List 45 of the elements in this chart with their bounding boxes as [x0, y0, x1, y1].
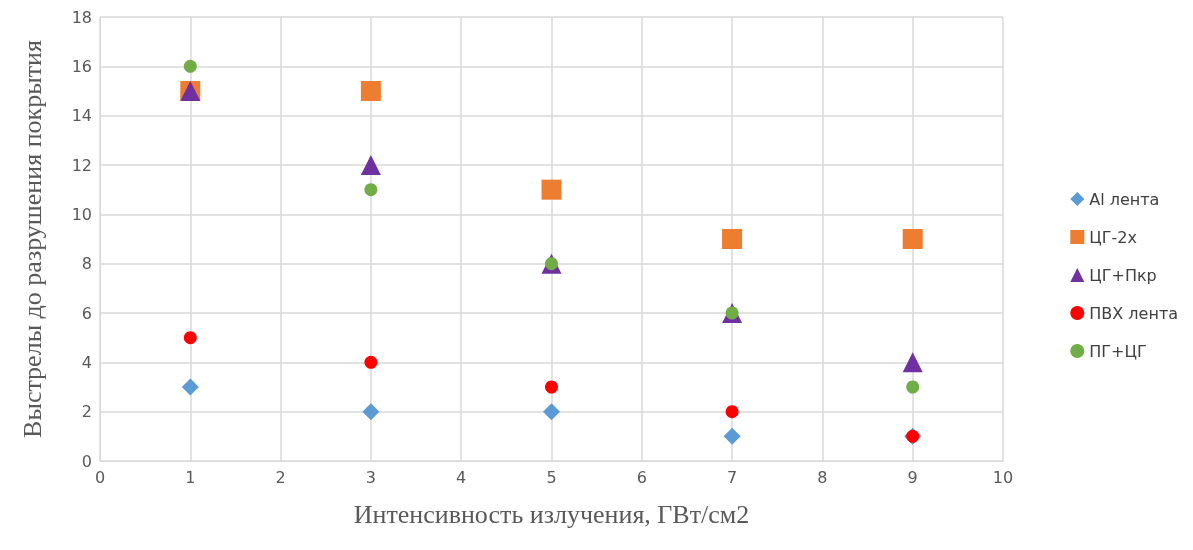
point [362, 403, 380, 421]
point [902, 352, 923, 373]
y-tick-label: 12 [71, 155, 92, 175]
y-tick-label: 2 [81, 402, 92, 422]
point [545, 380, 558, 394]
point [543, 403, 560, 421]
legend-label: ПГ+ЦГ [1089, 341, 1147, 361]
x-tick-label: 5 [546, 467, 557, 487]
x-tick-label: 7 [727, 467, 738, 487]
x-tick-label: 3 [365, 467, 376, 487]
x-tick-label: 0 [94, 467, 106, 487]
point [725, 405, 739, 419]
x-axis-title: Интенсивность излучения, ГВт/см2 [353, 499, 750, 529]
x-tick-label: 6 [636, 467, 647, 487]
y-tick-label: 10 [71, 204, 92, 224]
y-axis-title: Выстрелы до разрушения покрытия [17, 40, 47, 438]
y-tick-label: 16 [71, 56, 92, 76]
point [364, 355, 378, 369]
x-tick-label: 1 [185, 467, 196, 487]
legend-label: ПВХ лента [1089, 303, 1179, 323]
x-tick-label: 4 [456, 467, 467, 487]
y-tick-label: 0 [81, 451, 92, 471]
point [183, 331, 197, 345]
x-tick-label: 2 [275, 467, 286, 487]
y-tick-label: 6 [81, 303, 92, 323]
point [360, 155, 381, 175]
point [181, 378, 199, 396]
point [183, 59, 197, 73]
x-tick-label: 9 [907, 467, 918, 487]
legend-label: Al лента [1089, 189, 1160, 209]
x-tick-label: 8 [817, 467, 828, 487]
point [723, 427, 741, 445]
point [906, 380, 920, 394]
point [902, 229, 923, 249]
legend-label: ЦГ-2х [1089, 227, 1137, 247]
legend-label: ЦГ+Пкр [1089, 265, 1157, 285]
y-tick-label: 18 [71, 7, 92, 27]
y-tick-label: 8 [81, 254, 92, 274]
point [722, 229, 743, 249]
y-tick-label: 14 [71, 106, 92, 126]
point [364, 183, 378, 197]
y-tick-label: 4 [81, 352, 92, 372]
point [360, 81, 381, 101]
point [541, 179, 562, 200]
x-tick-label: 10 [992, 467, 1014, 487]
